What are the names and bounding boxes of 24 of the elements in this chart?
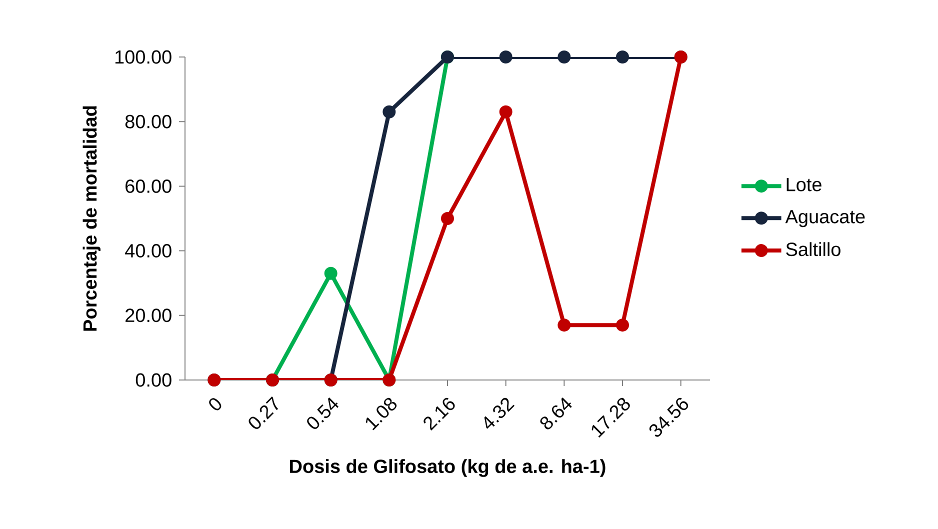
x-tick-label: 4.32 [484, 398, 515, 429]
point [616, 50, 629, 64]
legend-label: Lote [786, 178, 822, 192]
x-tick-label: 0 [209, 398, 222, 410]
x-axis-title: Dosis de Glifosato (kg de a.e. ha-1) [290, 459, 606, 477]
point [499, 105, 512, 118]
y-tick-label: 100.00 [115, 50, 172, 64]
point [558, 318, 571, 332]
y-tick-label: 20.00 [126, 308, 172, 322]
point [558, 50, 571, 64]
x-tick-label: 8.64 [540, 398, 572, 430]
y-tick-label: 80.00 [125, 114, 172, 128]
point [616, 318, 629, 332]
y-tick-label: 40.00 [125, 244, 172, 258]
x-tick-label: 0.54 [307, 398, 339, 429]
point [324, 266, 338, 280]
legend-label: Saltillo [786, 242, 840, 256]
point [382, 105, 396, 118]
y-tick-label: 60.00 [126, 179, 172, 193]
y-axis-title: Porcentaje de mortalidad [82, 106, 100, 331]
y-tick-label: 0.00 [136, 373, 172, 387]
point [499, 50, 512, 64]
legend-label: Aguacate [785, 210, 865, 228]
point [441, 212, 454, 225]
